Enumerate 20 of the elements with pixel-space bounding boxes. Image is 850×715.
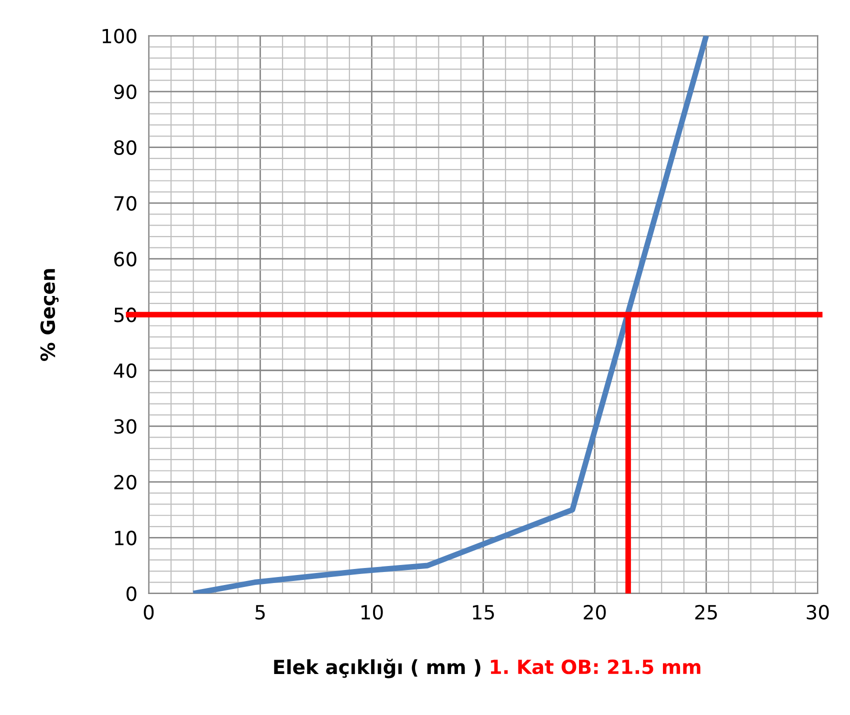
- y-tick-label: 10: [115, 530, 136, 546]
- x-axis-title: Elek açıklığı ( mm ): [274, 658, 480, 678]
- x-tick-label: 30: [806, 604, 829, 620]
- x-tick-label: 10: [362, 604, 383, 620]
- x-tick-label: 20: [584, 604, 606, 620]
- x-tick-label: 25: [695, 604, 717, 620]
- y-tick-label: 80: [114, 140, 136, 155]
- y-tick-label: 90: [114, 84, 136, 100]
- y-tick-label: 20: [114, 474, 136, 490]
- text: 1. Kat OB: 21.5 mm: [490, 659, 700, 674]
- y-axis-title: % Geçen: [40, 269, 59, 361]
- y-tick-label: 100: [102, 28, 136, 44]
- x-tick-label: 5: [256, 605, 265, 620]
- y-tick-label: 0: [126, 586, 136, 602]
- y-tick-label: 30: [114, 419, 136, 434]
- x-tick-label: 0: [144, 604, 154, 620]
- x-tick-label: 15: [472, 605, 494, 620]
- y-tick-label: 40: [114, 363, 136, 378]
- y-tick-label: 70: [114, 196, 136, 211]
- y-tick-label: 60: [114, 252, 136, 266]
